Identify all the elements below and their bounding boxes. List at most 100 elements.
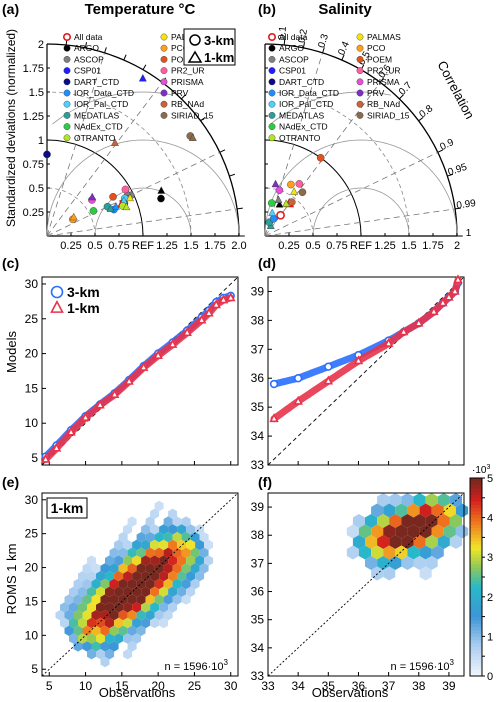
hex-bin xyxy=(73,594,83,605)
hex-bin xyxy=(389,493,402,507)
panel-b-letter: (b) xyxy=(258,1,276,17)
std-arc xyxy=(264,91,410,237)
y-tick-label: 20 xyxy=(25,561,39,575)
data-point xyxy=(287,198,296,206)
y-tick-label: 36 xyxy=(251,585,265,599)
hex-bin xyxy=(69,602,78,613)
x-tick-label: 34 xyxy=(291,679,305,693)
hex-bin xyxy=(100,594,110,605)
hex-bin xyxy=(127,547,137,558)
legend-marker xyxy=(268,44,276,52)
legend-marker xyxy=(356,44,364,52)
data-point xyxy=(267,199,276,207)
colorbar-segment xyxy=(470,573,482,578)
hex-bin xyxy=(141,586,151,597)
hex-bin xyxy=(132,602,142,613)
data-point xyxy=(287,180,295,189)
correlation-ray xyxy=(46,208,238,237)
x-tick-label: 20 xyxy=(151,679,165,693)
hex-bin xyxy=(365,514,378,528)
hex-bin xyxy=(105,602,115,613)
std-arc xyxy=(46,91,192,237)
hex-bin xyxy=(154,500,164,512)
colorbar-segment xyxy=(470,560,482,565)
hexbin-salinity: 33 34 35 36 37 38 39 33 34 35 36 37 38 39 n = 1596·103 xyxy=(251,492,469,693)
hex-bin xyxy=(181,578,191,590)
hex-bin xyxy=(177,524,187,535)
hex-bin xyxy=(64,610,74,621)
data-point xyxy=(298,188,307,197)
hex-bin xyxy=(163,547,173,558)
colorbar-segment xyxy=(470,593,482,598)
y-tick-label: 1.75 xyxy=(23,63,44,75)
colorbar-segment xyxy=(470,534,482,538)
colorbar-segment xyxy=(470,619,482,624)
legend-marker xyxy=(268,123,276,131)
legend-marker xyxy=(62,32,71,41)
colorbar-segment xyxy=(470,514,482,519)
colorbar-segment xyxy=(470,527,482,532)
series-line xyxy=(42,294,235,463)
hex-bin xyxy=(78,633,87,644)
x-tick-label: 0.75 xyxy=(326,240,347,252)
hex-bin xyxy=(123,571,133,582)
series-marker xyxy=(182,327,192,337)
colorbar-segment xyxy=(470,672,482,677)
data-point xyxy=(122,202,131,211)
legend-marker xyxy=(63,134,71,142)
plot-frame-border xyxy=(267,492,465,677)
colorbar: 0 1 2 3 4 5·103 xyxy=(469,464,493,683)
sample-count-annotation: n = 1596·103 xyxy=(391,658,455,673)
colorbar-segment xyxy=(470,580,482,585)
hex-bin xyxy=(443,524,456,539)
y-tick-label: 34 xyxy=(251,641,265,655)
hex-bin xyxy=(96,649,105,660)
correlation-ray xyxy=(264,151,438,237)
hex-bin xyxy=(352,535,365,549)
hex-bin xyxy=(82,641,92,652)
hex-bin xyxy=(190,547,200,558)
panel-e-ylabel: ROMS 1 km xyxy=(4,544,19,615)
std-arc xyxy=(264,187,314,237)
hex-bin xyxy=(181,532,191,543)
x-tick-label: 5 xyxy=(46,679,53,693)
colorbar-segment xyxy=(470,494,482,499)
panel-c-ylabel: Models xyxy=(4,331,19,373)
hex-bin xyxy=(114,602,124,613)
colorbar-segment xyxy=(470,590,482,594)
legend-marker xyxy=(160,89,168,97)
data-point xyxy=(268,208,277,217)
hex-bin xyxy=(181,547,191,558)
legend-label: DART_CTD xyxy=(279,77,324,87)
hex-bin xyxy=(449,535,462,549)
hex-bin xyxy=(127,563,137,574)
hex-bin xyxy=(425,493,438,507)
colorbar-segment xyxy=(470,639,482,644)
hex-bin xyxy=(190,578,200,590)
colorbar-segment xyxy=(470,652,482,657)
series-marker xyxy=(138,361,149,371)
hex-bin xyxy=(395,524,408,539)
hex-bin xyxy=(100,656,110,668)
legend-marker xyxy=(50,285,64,299)
legend-label: PR2_UR xyxy=(171,66,205,76)
hex-bin xyxy=(114,617,124,629)
hex-bin xyxy=(437,535,450,549)
hex-bin xyxy=(204,539,214,551)
hex-bin xyxy=(69,586,78,597)
hex-bin xyxy=(91,594,101,605)
hex-bin xyxy=(186,555,196,566)
hex-bin xyxy=(118,594,128,605)
panel-f-letter: (f) xyxy=(258,474,272,490)
colorbar-segment xyxy=(470,610,482,614)
data-point xyxy=(275,186,284,195)
data-point xyxy=(126,193,134,202)
hex-bin xyxy=(159,555,169,566)
y-tick-label: 5 xyxy=(31,451,38,465)
hex-bin xyxy=(96,602,105,613)
hex-bin xyxy=(91,641,101,652)
legend-marker xyxy=(268,112,276,119)
legend-marker xyxy=(356,112,364,119)
legend-label: DART_CTD xyxy=(74,77,119,87)
x-tick-label: 0.25 xyxy=(60,240,81,252)
